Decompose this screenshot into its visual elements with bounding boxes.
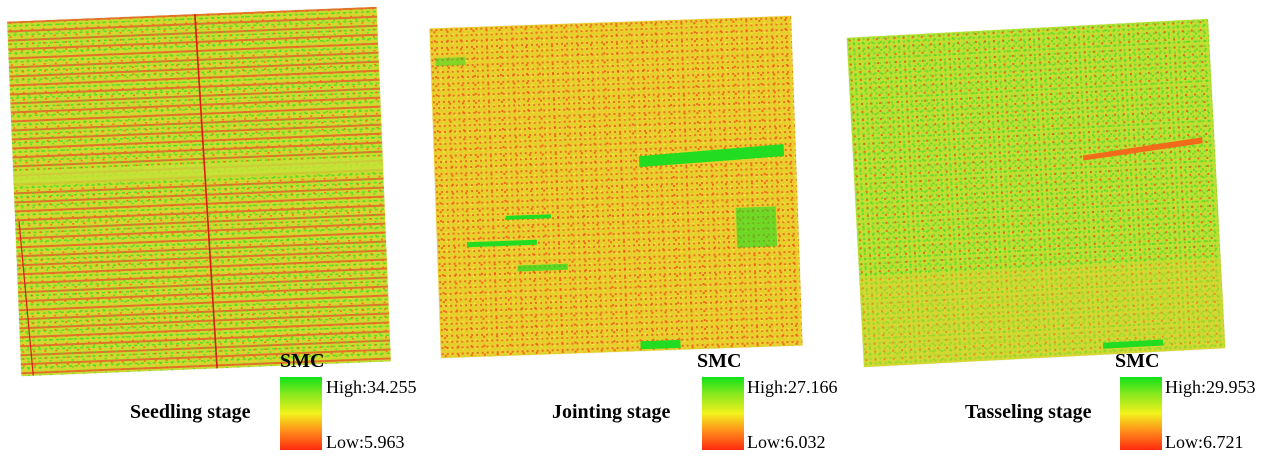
legend-high-value: High:34.255: [326, 377, 417, 397]
stage-label: Tasseling stage: [965, 401, 1092, 423]
stage-label: Jointing stage: [552, 401, 671, 423]
legend-low-value: Low:6.032: [747, 432, 826, 452]
panel-jointing: SMC High:27.166 Low:6.032 Jointing stage: [425, 0, 850, 468]
panel-seedling: SMC High:34.255 Low:5.963 Seedling stage: [0, 0, 430, 468]
legend-title: SMC: [280, 350, 325, 372]
legend-title: SMC: [1115, 350, 1160, 372]
smc-map-jointing: [429, 15, 803, 359]
legend-high-value: High:27.166: [747, 377, 838, 397]
legend-high-value: High:29.953: [1165, 377, 1256, 397]
legend-color-bar: [1120, 377, 1162, 450]
legend-color-bar: [280, 377, 322, 450]
legend-low-value: Low:6.721: [1165, 432, 1244, 452]
legend-title: SMC: [697, 350, 742, 372]
stage-label: Seedling stage: [130, 401, 251, 423]
legend-color-bar: [702, 377, 744, 450]
smc-map-tasseling: [846, 18, 1226, 368]
smc-map-seedling: [7, 6, 391, 377]
panel-tasseling: SMC High:29.953 Low:6.721 Tasseling stag…: [845, 0, 1280, 468]
legend-low-value: Low:5.963: [326, 432, 405, 452]
